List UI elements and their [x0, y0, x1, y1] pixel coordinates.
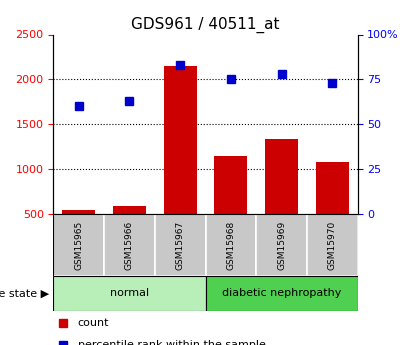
- Bar: [164, 66, 196, 214]
- Bar: [113, 206, 146, 214]
- Text: normal: normal: [110, 288, 149, 298]
- Bar: [155, 214, 206, 276]
- Text: disease state ▶: disease state ▶: [0, 288, 49, 298]
- Text: GSM15969: GSM15969: [277, 220, 286, 269]
- Text: diabetic nephropathy: diabetic nephropathy: [222, 288, 341, 298]
- Bar: [104, 214, 155, 276]
- Bar: [316, 162, 349, 214]
- Bar: [53, 214, 104, 276]
- Text: GSM15968: GSM15968: [226, 220, 236, 269]
- Text: GSM15967: GSM15967: [175, 220, 185, 269]
- Bar: [206, 214, 256, 276]
- Bar: [206, 276, 358, 310]
- Text: count: count: [78, 318, 109, 328]
- Bar: [256, 214, 307, 276]
- Bar: [53, 276, 206, 310]
- Text: GSM15965: GSM15965: [74, 220, 83, 269]
- Title: GDS961 / 40511_at: GDS961 / 40511_at: [131, 17, 280, 33]
- Text: GSM15966: GSM15966: [125, 220, 134, 269]
- Text: percentile rank within the sample: percentile rank within the sample: [78, 341, 266, 345]
- Bar: [265, 139, 298, 214]
- Bar: [62, 210, 95, 214]
- Text: GSM15970: GSM15970: [328, 220, 337, 269]
- Bar: [307, 214, 358, 276]
- Bar: [215, 157, 247, 214]
